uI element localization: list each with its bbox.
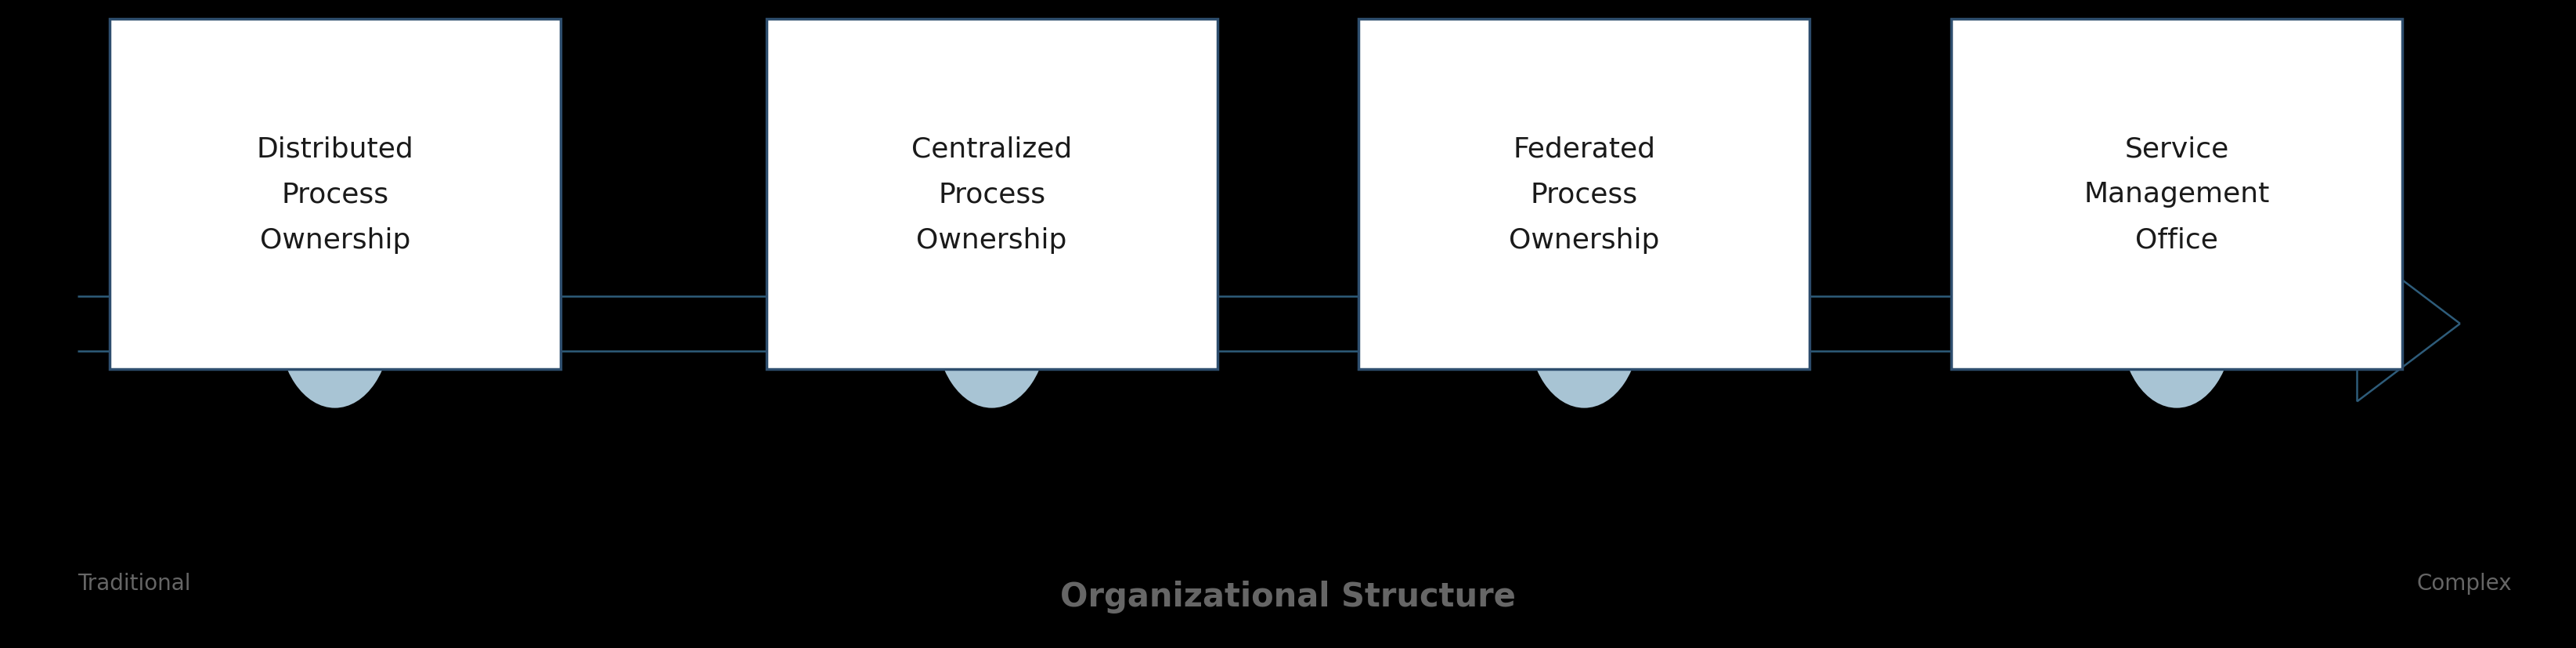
Text: Federated
Process
Ownership: Federated Process Ownership <box>1510 135 1659 253</box>
Ellipse shape <box>935 240 1048 408</box>
Ellipse shape <box>278 240 392 408</box>
FancyBboxPatch shape <box>1360 19 1808 369</box>
FancyBboxPatch shape <box>768 19 1216 369</box>
Text: Distributed
Process
Ownership: Distributed Process Ownership <box>255 135 415 253</box>
Text: Service
Management
Office: Service Management Office <box>2084 135 2269 253</box>
Text: Centralized
Process
Ownership: Centralized Process Ownership <box>912 135 1072 253</box>
Text: Organizational Structure: Organizational Structure <box>1061 580 1515 612</box>
Ellipse shape <box>1528 240 1641 408</box>
Ellipse shape <box>2120 240 2233 408</box>
FancyBboxPatch shape <box>111 19 562 369</box>
Text: Complex: Complex <box>2416 572 2512 594</box>
FancyBboxPatch shape <box>1953 19 2401 369</box>
Text: Traditional: Traditional <box>77 572 191 594</box>
